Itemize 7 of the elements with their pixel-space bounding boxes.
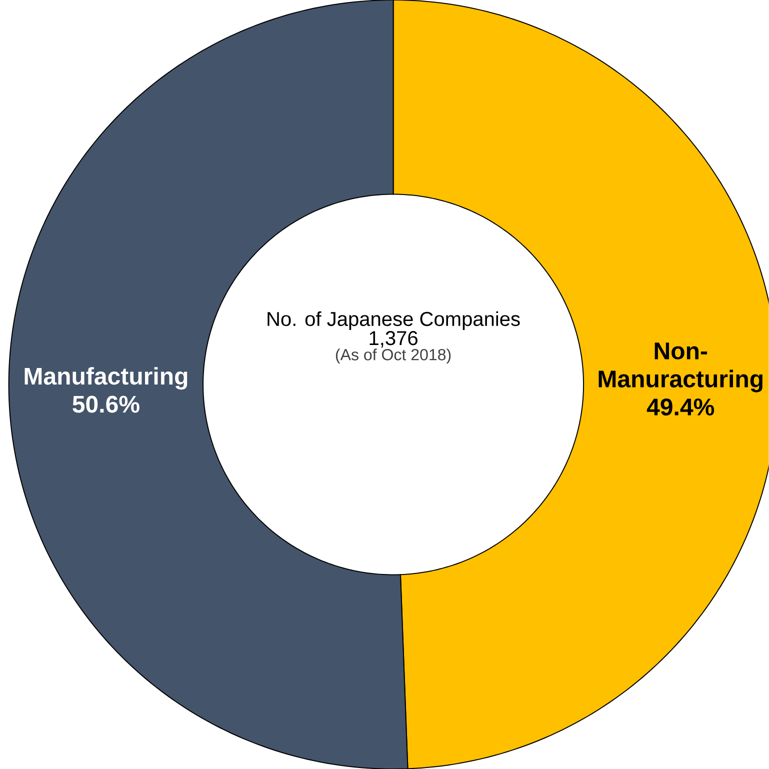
slice-label: Manufacturing bbox=[24, 367, 188, 390]
text: 1,376 bbox=[370, 331, 418, 348]
text: No. of Japanese Companies bbox=[268, 311, 520, 330]
text: (As of Oct 2018) bbox=[336, 348, 451, 364]
data-label: 49.4% bbox=[647, 398, 714, 416]
data-label: 50.6% bbox=[72, 396, 140, 413]
slice-label: Non-Manuracturing bbox=[598, 342, 763, 392]
